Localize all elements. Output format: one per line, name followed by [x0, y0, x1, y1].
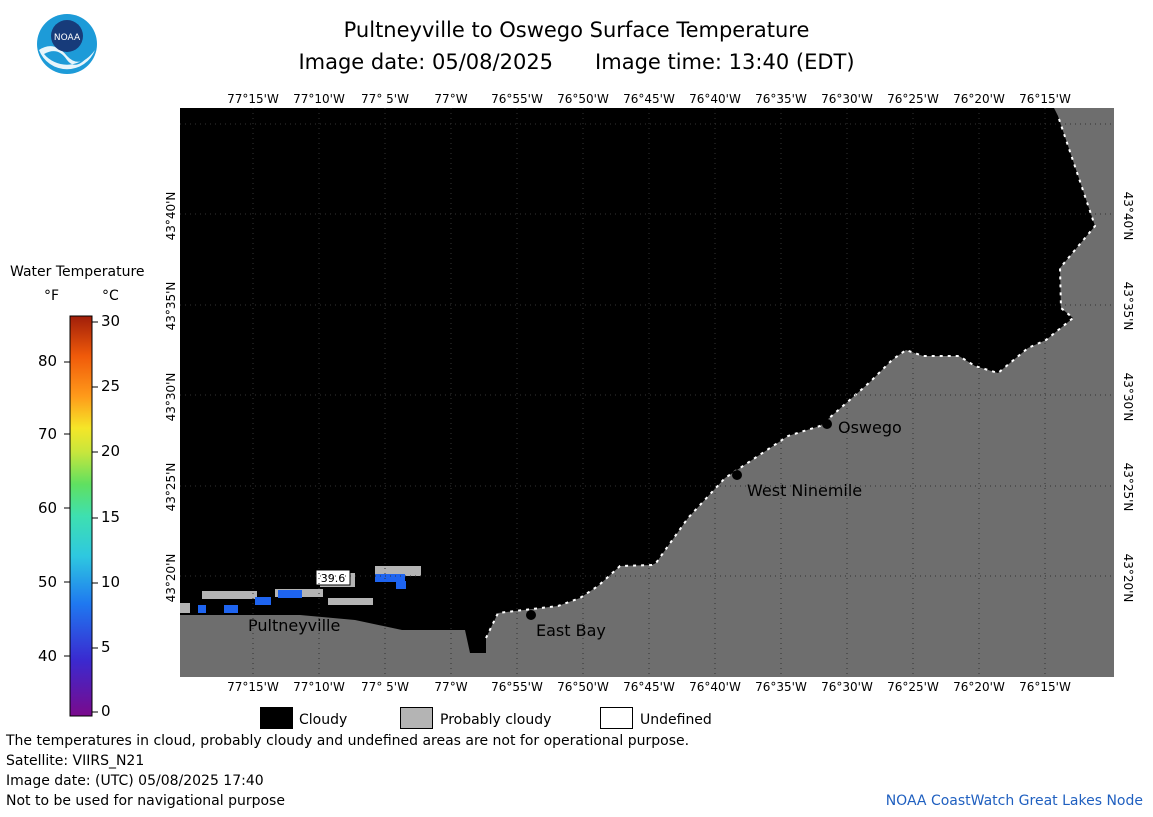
lon-label: 77°15'W: [227, 92, 279, 106]
lon-label: 77°10'W: [293, 680, 345, 694]
image-time: Image time: 13:40 (EDT): [595, 50, 855, 74]
lon-label: 76°45'W: [623, 92, 675, 106]
legend-label-cloudy: Cloudy: [299, 712, 348, 728]
oswego-marker: [822, 419, 832, 429]
lon-label: 76°20'W: [953, 92, 1005, 106]
lat-label: 43°40'N: [1121, 191, 1135, 241]
cb-f-tick: 70: [38, 425, 58, 443]
lat-label: 43°30'N: [1121, 372, 1135, 422]
lat-label: 43°35'N: [1121, 281, 1135, 331]
lon-label: 77°W: [434, 680, 468, 694]
lon-label: 76°50'W: [557, 680, 609, 694]
page-title: Pultneyville to Oswego Surface Temperatu…: [343, 18, 810, 42]
pultneyville-marker: [294, 605, 304, 615]
legend-swatch-probably-cloudy: [400, 707, 433, 729]
coastline-edge: [485, 115, 1097, 639]
probably-cloudy-patch: [202, 591, 257, 599]
legend-swatch-cloudy: [260, 707, 293, 729]
footer-nav-warning: Not to be used for navigational purpose: [6, 793, 285, 809]
colorbar-title: Water Temperature: [10, 264, 145, 280]
cb-c-tick: 5: [101, 638, 111, 656]
place-pultneyville: Pultneyville: [248, 616, 341, 635]
lon-label: 77° 5'W: [361, 680, 409, 694]
lon-label: 76°45'W: [623, 680, 675, 694]
land-area: [180, 108, 1114, 677]
lat-label: 43°25'N: [164, 462, 178, 512]
place-west-ninemile: West Ninemile: [747, 481, 863, 500]
cb-c-tick: 10: [101, 573, 121, 591]
cb-c-tick: 0: [101, 702, 111, 720]
lon-label: 77° 5'W: [361, 92, 409, 106]
image-date: Image date: 05/08/2025: [298, 50, 554, 74]
probably-cloudy-patch: [375, 566, 421, 576]
cold-water-pixel: [224, 605, 238, 613]
cold-water-pixel: [396, 581, 406, 589]
cb-c-tick: 25: [101, 377, 121, 395]
lon-label: 76°35'W: [755, 680, 807, 694]
image-date-time: Image date: 05/08/2025 Image time: 13:40 …: [0, 50, 1153, 74]
map-panel: 39.6: [180, 108, 1114, 677]
lon-label: 76°15'W: [1019, 680, 1071, 694]
probably-cloudy-patch: [328, 598, 373, 605]
temperature-label: 39.6: [321, 572, 346, 585]
lon-label: 76°30'W: [821, 680, 873, 694]
cold-water-pixel: [198, 605, 206, 613]
lat-label: 43°20'N: [164, 553, 178, 603]
lat-label: 43°30'N: [164, 372, 178, 422]
lon-label: 76°20'W: [953, 680, 1005, 694]
temperature-label-box: [315, 569, 351, 586]
place-oswego: Oswego: [838, 418, 902, 437]
cold-water-pixel: [278, 590, 302, 598]
logo-text: NOAA: [54, 33, 81, 43]
lon-label: 77°10'W: [293, 92, 345, 106]
lat-label: 43°20'N: [1121, 553, 1135, 603]
cold-water-pixel: [255, 597, 271, 605]
lon-label: 76°40'W: [689, 680, 741, 694]
lon-label: 77°15'W: [227, 680, 279, 694]
footer-satellite: Satellite: VIIRS_N21: [6, 753, 145, 769]
legend-label-undefined: Undefined: [640, 712, 712, 728]
map-grid: [180, 108, 1114, 677]
lon-label: 76°25'W: [887, 92, 939, 106]
cb-f-tick: 80: [38, 352, 58, 370]
west-ninemile-marker: [732, 470, 742, 480]
lon-label: 76°50'W: [557, 92, 609, 106]
cb-f-tick: 40: [38, 647, 58, 665]
lon-label: 76°30'W: [821, 92, 873, 106]
lon-label: 77°W: [434, 92, 468, 106]
lon-label: 76°40'W: [689, 92, 741, 106]
lon-label: 76°35'W: [755, 92, 807, 106]
colorbar-unit-c: °C: [102, 288, 119, 304]
lon-label: 76°15'W: [1019, 92, 1071, 106]
noaa-logo: NOAA: [37, 14, 97, 74]
cb-c-tick: 30: [101, 312, 121, 330]
cb-f-tick: 50: [38, 573, 58, 591]
lat-label: 43°40'N: [164, 191, 178, 241]
cold-water-pixel: [375, 574, 405, 582]
colorbar: [64, 315, 98, 717]
lat-label: 43°35'N: [164, 281, 178, 331]
cb-f-tick: 60: [38, 499, 58, 517]
footer-credit: NOAA CoastWatch Great Lakes Node: [885, 793, 1143, 809]
legend-label-probably-cloudy: Probably cloudy: [440, 712, 552, 728]
footer-utc-date: Image date: (UTC) 05/08/2025 17:40: [6, 773, 264, 789]
legend-swatch-undefined: [600, 707, 633, 729]
cb-c-tick: 20: [101, 442, 121, 460]
lon-label: 76°55'W: [491, 92, 543, 106]
lat-label: 43°25'N: [1121, 462, 1135, 512]
east-bay-marker: [526, 610, 536, 620]
cb-c-tick: 15: [101, 508, 121, 526]
probably-cloudy-patch: [180, 603, 190, 613]
colorbar-unit-f: °F: [44, 288, 60, 304]
lon-label: 76°25'W: [887, 680, 939, 694]
place-east-bay: East Bay: [536, 621, 606, 640]
lon-label: 76°55'W: [491, 680, 543, 694]
footer-note: The temperatures in cloud, probably clou…: [6, 733, 690, 749]
